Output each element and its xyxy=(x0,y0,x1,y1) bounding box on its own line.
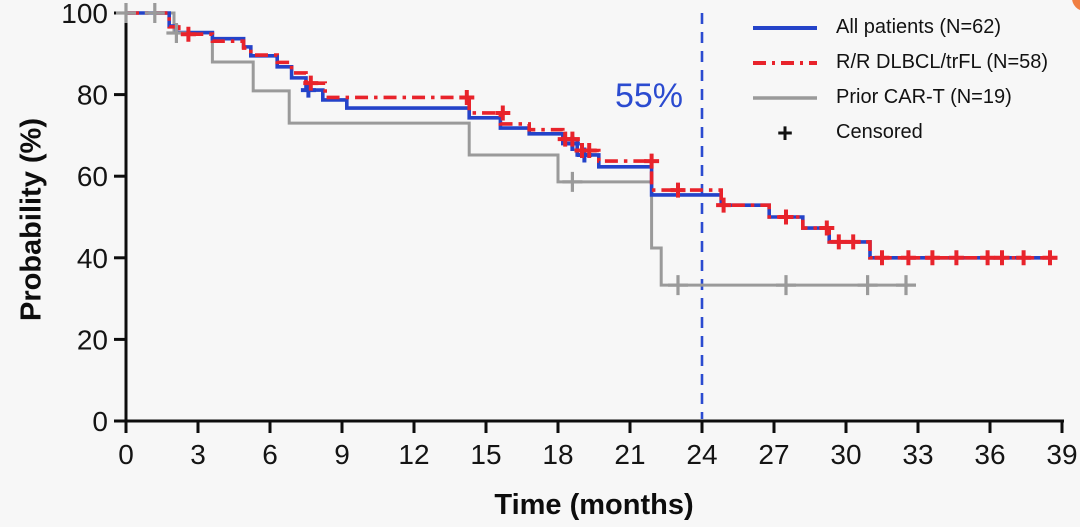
censor-mark-rr-dlbcl-trfl xyxy=(874,250,890,266)
censor-mark-rr-dlbcl-trfl xyxy=(778,209,794,225)
y-tick-label: 40 xyxy=(77,243,108,274)
x-tick-label: 24 xyxy=(686,439,717,470)
legend-label: R/R DLBCL/trFL (N=58) xyxy=(836,51,1049,73)
x-tick-label: 30 xyxy=(830,439,861,470)
y-tick-label: 60 xyxy=(77,161,108,192)
all-patients-line-swatch-icon xyxy=(753,25,817,30)
censor-mark-rr-dlbcl-trfl xyxy=(1016,250,1032,266)
censor-mark-rr-dlbcl-trfl xyxy=(819,220,835,236)
censor-mark-rr-dlbcl-trfl xyxy=(900,250,916,266)
legend-item-prior-car-t: Prior CAR-T (N=19) xyxy=(750,80,1048,115)
legend: All patients (N=62) R/R DLBCL/trFL (N=58… xyxy=(750,10,1048,150)
censor-mark-rr-dlbcl-trfl xyxy=(564,131,580,147)
x-tick-label: 33 xyxy=(902,439,933,470)
censor-mark-prior-car-t xyxy=(776,275,796,296)
censor-mark-rr-dlbcl-trfl xyxy=(845,234,861,250)
legend-label: Prior CAR-T (N=19) xyxy=(836,86,1012,108)
x-tick-label: 27 xyxy=(758,439,789,470)
censor-mark-prior-car-t xyxy=(668,275,688,296)
legend-item-censored: + Censored xyxy=(750,115,1048,150)
censor-mark-prior-car-t xyxy=(116,3,136,23)
x-tick-label: 12 xyxy=(398,439,429,470)
censor-mark-prior-car-t xyxy=(144,3,165,23)
y-tick-label: 80 xyxy=(77,80,108,111)
x-tick-label: 36 xyxy=(974,439,1005,470)
y-tick-label: 0 xyxy=(92,406,108,437)
x-tick-label: 21 xyxy=(614,439,645,470)
censor-mark-rr-dlbcl-trfl xyxy=(495,105,511,121)
x-tick-label: 39 xyxy=(1046,439,1077,470)
x-tick-label: 6 xyxy=(262,439,278,470)
x-tick-label: 18 xyxy=(542,439,573,470)
y-tick-label: 100 xyxy=(61,0,108,29)
censor-mark-rr-dlbcl-trfl xyxy=(994,250,1010,266)
series-line-rr-dlbcl-trfl xyxy=(126,11,1058,260)
censor-mark-rr-dlbcl-trfl xyxy=(716,197,732,213)
prior-car-t-line-swatch-icon xyxy=(753,95,817,100)
y-axis-title: Probability (%) xyxy=(15,118,48,322)
censor-mark-rr-dlbcl-trfl xyxy=(831,234,847,250)
censor-mark-rr-dlbcl-trfl xyxy=(581,142,597,158)
x-tick-label: 3 xyxy=(190,439,206,470)
legend-label: Censored xyxy=(836,121,923,143)
x-tick-label: 15 xyxy=(470,439,501,470)
censor-mark-prior-car-t xyxy=(857,275,878,296)
censor-mark-rr-dlbcl-trfl xyxy=(924,250,940,266)
censor-mark-rr-dlbcl-trfl xyxy=(459,89,475,105)
rr-dlbcl-trfl-line-swatch-icon xyxy=(753,60,817,65)
censored-plus-icon: + xyxy=(777,117,793,148)
censor-mark-prior-car-t xyxy=(896,275,916,296)
censor-mark-rr-dlbcl-trfl xyxy=(1042,250,1058,266)
censor-mark-rr-dlbcl-trfl xyxy=(980,250,996,266)
legend-item-rr-dlbcl-trfl: R/R DLBCL/trFL (N=58) xyxy=(750,45,1048,80)
censor-mark-rr-dlbcl-trfl xyxy=(180,26,196,42)
x-tick-label: 9 xyxy=(334,439,350,470)
x-tick-label: 0 xyxy=(118,439,134,470)
legend-item-all-patients: All patients (N=62) xyxy=(750,10,1048,45)
landmark-55pct-label: 55% xyxy=(614,77,684,115)
corner-marker-icon xyxy=(1072,0,1080,11)
censor-mark-rr-dlbcl-trfl xyxy=(644,153,660,169)
censor-mark-rr-dlbcl-trfl xyxy=(303,75,319,91)
censor-mark-rr-dlbcl-trfl xyxy=(948,250,964,266)
y-tick-label: 20 xyxy=(77,324,108,355)
x-axis-title: Time (months) xyxy=(494,489,694,521)
legend-label: All patients (N=62) xyxy=(836,16,1002,38)
censor-mark-prior-car-t xyxy=(562,171,583,192)
censor-mark-rr-dlbcl-trfl xyxy=(670,182,686,198)
